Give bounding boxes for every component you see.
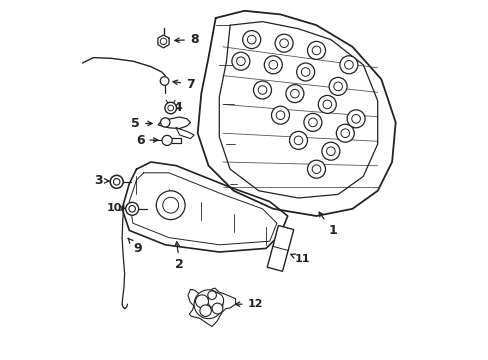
Text: 12: 12 (235, 299, 263, 309)
Text: 9: 9 (128, 238, 141, 255)
Text: 8: 8 (175, 33, 198, 46)
Circle shape (164, 102, 176, 114)
Text: 5: 5 (131, 117, 152, 130)
Circle shape (294, 136, 302, 145)
Circle shape (113, 179, 120, 185)
Circle shape (279, 39, 288, 48)
Circle shape (307, 41, 325, 59)
Circle shape (156, 191, 185, 220)
Text: 2: 2 (175, 242, 183, 271)
Circle shape (321, 142, 339, 160)
Circle shape (290, 89, 299, 98)
Circle shape (268, 60, 277, 69)
Circle shape (200, 305, 211, 316)
Circle shape (162, 135, 172, 145)
Circle shape (125, 202, 139, 215)
Circle shape (271, 106, 289, 124)
Circle shape (264, 56, 282, 74)
Text: 10: 10 (106, 203, 124, 213)
Circle shape (160, 38, 166, 45)
Circle shape (289, 131, 307, 149)
Circle shape (207, 291, 216, 300)
Circle shape (160, 77, 168, 85)
Circle shape (303, 113, 321, 131)
Circle shape (326, 147, 335, 156)
Circle shape (207, 293, 223, 309)
Circle shape (285, 85, 303, 103)
Circle shape (336, 124, 354, 142)
Circle shape (236, 57, 244, 66)
Circle shape (275, 34, 292, 52)
Circle shape (194, 290, 223, 319)
Text: 1: 1 (318, 212, 336, 237)
Circle shape (301, 68, 309, 76)
Circle shape (110, 175, 123, 188)
Circle shape (231, 52, 249, 70)
Circle shape (160, 118, 170, 127)
Circle shape (167, 105, 173, 111)
Text: 4: 4 (170, 101, 182, 114)
Polygon shape (158, 35, 169, 48)
Text: 11: 11 (290, 254, 309, 264)
Circle shape (253, 81, 271, 99)
Circle shape (195, 295, 208, 308)
Circle shape (344, 60, 352, 69)
Polygon shape (158, 117, 190, 129)
Circle shape (296, 63, 314, 81)
Circle shape (129, 206, 135, 212)
Circle shape (163, 197, 178, 213)
Circle shape (340, 129, 349, 138)
Circle shape (346, 110, 365, 128)
Circle shape (247, 35, 256, 44)
Polygon shape (197, 11, 395, 216)
Text: 3: 3 (94, 174, 109, 187)
Circle shape (311, 165, 320, 174)
Circle shape (307, 160, 325, 178)
Circle shape (328, 77, 346, 95)
Circle shape (276, 111, 284, 120)
Circle shape (351, 114, 360, 123)
Circle shape (318, 95, 336, 113)
Circle shape (308, 118, 317, 127)
Circle shape (212, 303, 223, 314)
Circle shape (311, 46, 320, 55)
Circle shape (258, 86, 266, 94)
Text: 6: 6 (136, 134, 158, 147)
Circle shape (333, 82, 342, 91)
Circle shape (322, 100, 331, 109)
Polygon shape (267, 225, 293, 271)
Circle shape (242, 31, 260, 49)
Circle shape (339, 56, 357, 74)
Text: 7: 7 (173, 78, 195, 91)
Polygon shape (122, 162, 287, 252)
